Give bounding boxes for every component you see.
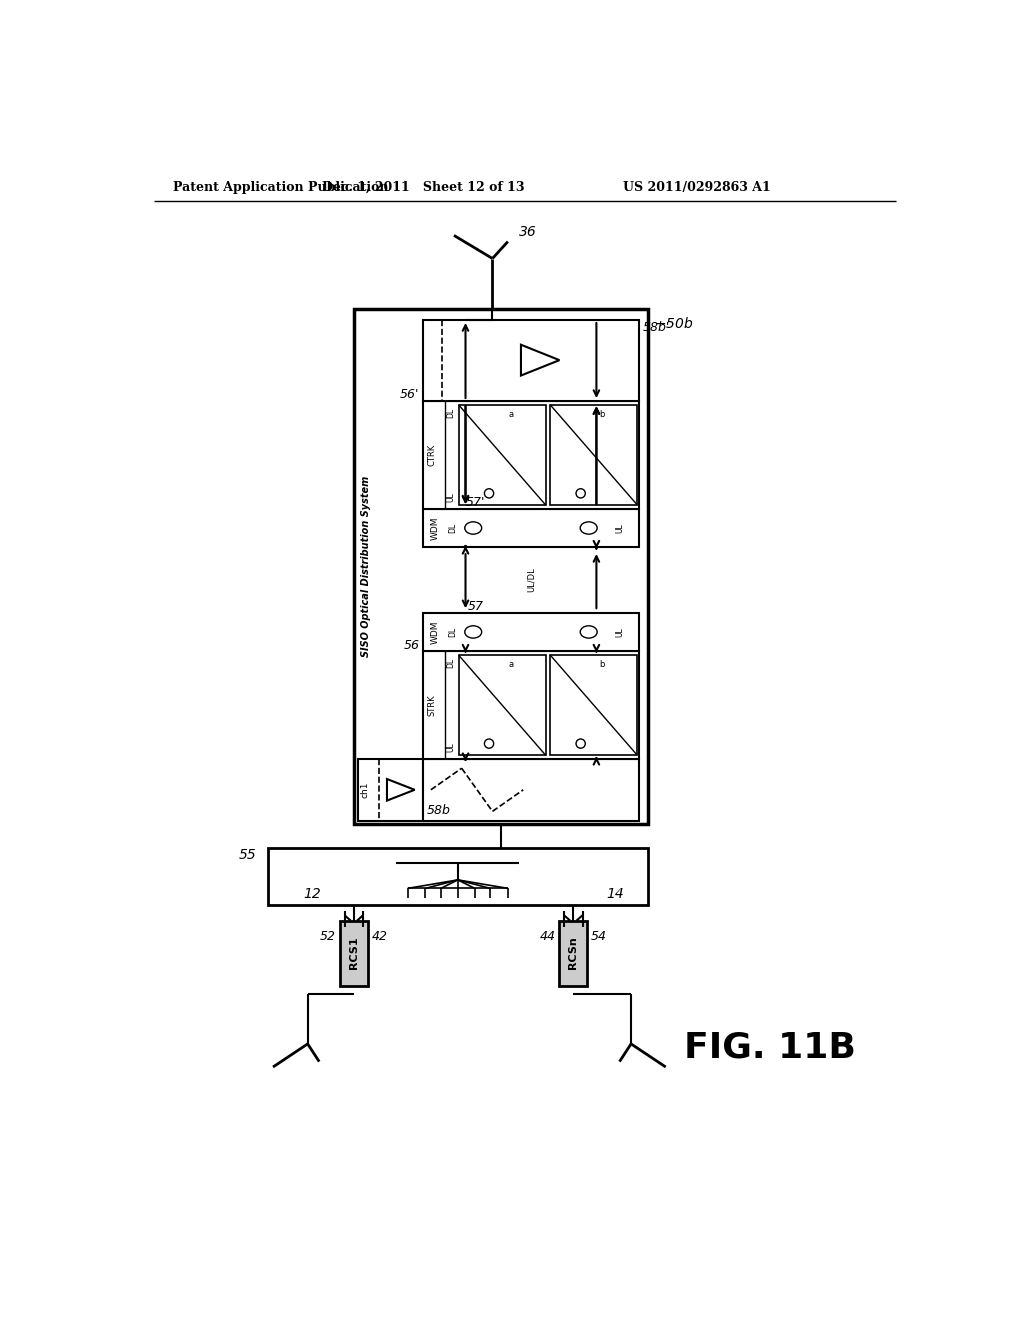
Text: b: b	[600, 660, 605, 669]
Text: Patent Application Publication: Patent Application Publication	[173, 181, 388, 194]
Bar	[267, 847, 648, 906]
Bar	[459, 655, 546, 755]
Bar	[357, 759, 423, 821]
Bar	[550, 405, 637, 506]
Bar	[423, 401, 639, 508]
Text: 57': 57'	[466, 496, 485, 510]
Text: CTRK: CTRK	[428, 444, 437, 466]
Text: DL: DL	[446, 657, 456, 668]
Text: 44: 44	[540, 929, 556, 942]
Text: a: a	[508, 660, 513, 669]
Text: Dec. 1, 2011   Sheet 12 of 13: Dec. 1, 2011 Sheet 12 of 13	[322, 181, 524, 194]
Text: 54: 54	[591, 929, 607, 942]
Text: 56: 56	[403, 639, 419, 652]
Text: US 2011/0292863 A1: US 2011/0292863 A1	[624, 181, 771, 194]
Ellipse shape	[465, 626, 481, 638]
Bar	[423, 759, 639, 821]
Text: 12: 12	[303, 887, 321, 900]
Bar	[423, 508, 639, 548]
Bar	[340, 921, 368, 986]
Text: UL: UL	[446, 492, 456, 502]
Text: 57: 57	[468, 601, 483, 612]
Ellipse shape	[581, 626, 597, 638]
Text: b: b	[600, 409, 605, 418]
Bar	[423, 651, 639, 759]
Text: UL: UL	[615, 523, 624, 533]
Text: 14: 14	[606, 887, 625, 900]
Bar	[423, 612, 639, 651]
Ellipse shape	[465, 521, 481, 535]
Text: STRK: STRK	[428, 694, 437, 715]
Text: RCSn: RCSn	[568, 937, 579, 969]
Text: FIG. 11B: FIG. 11B	[684, 1031, 856, 1065]
Text: RCS1: RCS1	[349, 937, 358, 969]
Bar	[550, 655, 637, 755]
Text: DL: DL	[447, 523, 457, 533]
Text: WDM: WDM	[430, 620, 439, 644]
Text: UL: UL	[615, 627, 624, 636]
Bar	[354, 309, 648, 825]
Text: 52: 52	[321, 929, 336, 942]
Text: DL: DL	[446, 408, 456, 417]
Text: 56': 56'	[400, 388, 419, 401]
Text: 42: 42	[372, 929, 387, 942]
Ellipse shape	[581, 521, 597, 535]
Text: WDM: WDM	[430, 516, 439, 540]
Text: $\mathdefault{-}$50b: $\mathdefault{-}$50b	[654, 317, 693, 331]
Text: 58b': 58b'	[643, 321, 670, 334]
Text: ch1: ch1	[360, 781, 370, 799]
Text: UL: UL	[446, 743, 456, 752]
Bar	[459, 405, 546, 506]
Text: 55: 55	[239, 847, 256, 862]
Text: 36: 36	[519, 224, 538, 239]
Text: 58b: 58b	[427, 804, 451, 817]
Text: SISO Optical Distribution System: SISO Optical Distribution System	[361, 477, 371, 657]
Text: DL: DL	[447, 627, 457, 638]
Bar	[559, 921, 587, 986]
Text: a: a	[508, 409, 513, 418]
Bar	[423, 321, 639, 401]
Text: UL/DL: UL/DL	[526, 568, 536, 591]
